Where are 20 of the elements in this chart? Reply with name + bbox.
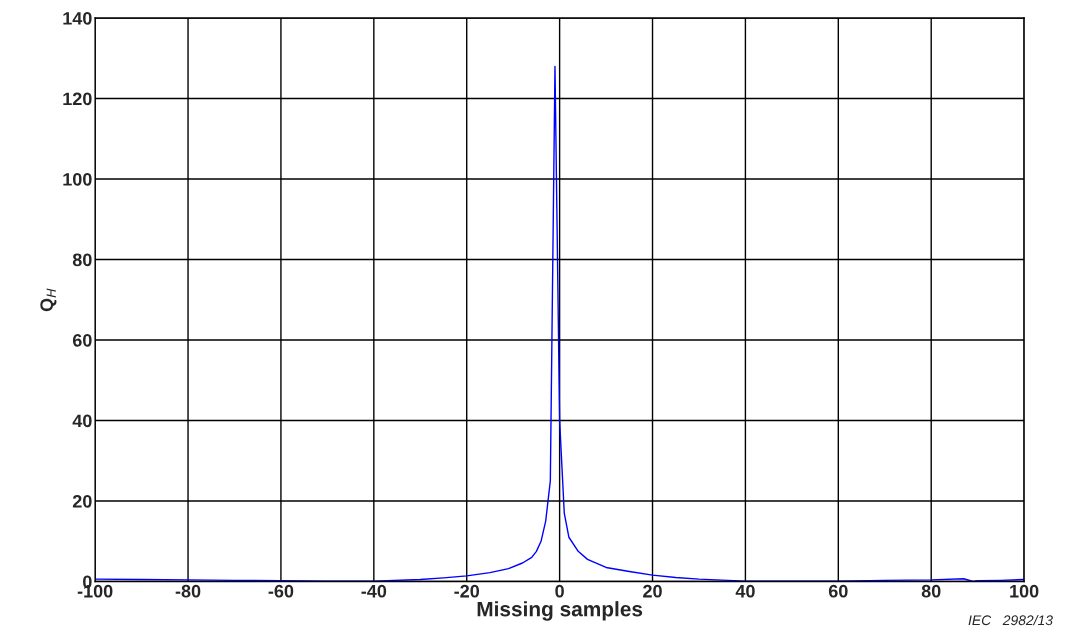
x-tick-label: 40	[735, 584, 755, 598]
y-tick-label: 100	[63, 172, 92, 186]
x-tick-label: -80	[175, 584, 201, 598]
y-tick-label: 20	[72, 494, 92, 508]
x-tick-label: 60	[828, 584, 848, 598]
y-tick-label: 80	[72, 253, 92, 267]
y-axis-title: Q$_{H}$	[40, 288, 57, 312]
x-tick-label: 20	[643, 584, 662, 598]
x-tick-label: -60	[268, 584, 294, 598]
text: IEC 2982/13	[968, 614, 1053, 626]
x-tick-label: 0	[555, 584, 564, 598]
x-axis-title: Missing samples	[477, 601, 643, 621]
y-tick-label: 60	[72, 333, 92, 347]
x-tick-label: 80	[921, 584, 941, 598]
x-tick-label: 100	[1010, 584, 1039, 598]
y-tick-label: 140	[63, 11, 92, 25]
x-tick-label: -40	[361, 584, 387, 598]
y-tick-label: 120	[63, 92, 92, 106]
y-tick-label: 40	[72, 414, 92, 428]
x-tick-label: -20	[454, 584, 480, 598]
